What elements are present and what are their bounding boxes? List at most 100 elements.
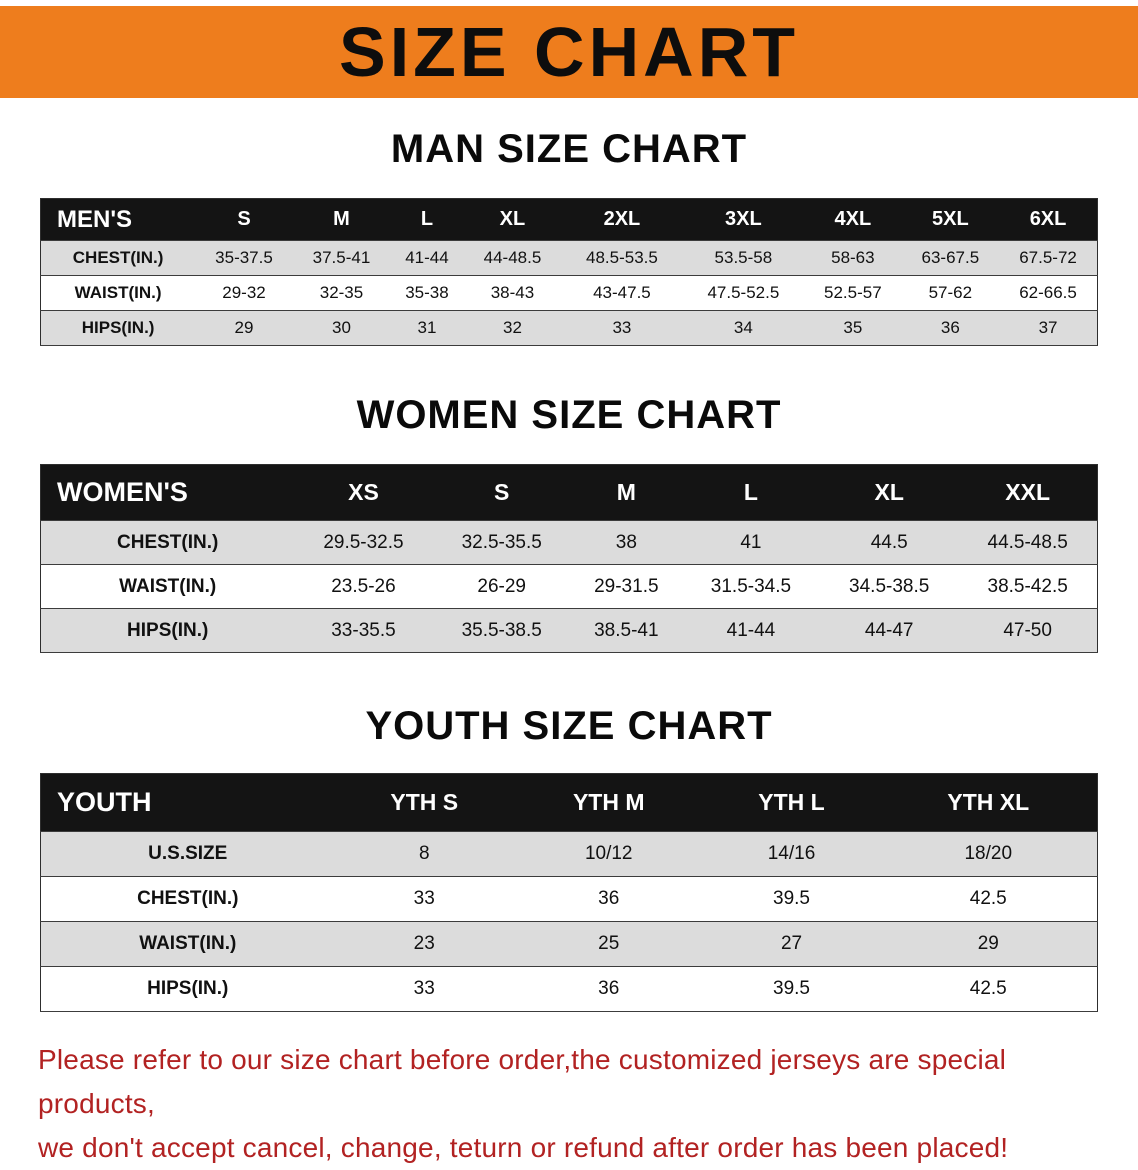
size-value-cell: 39.5 (703, 966, 880, 1012)
size-value-cell: 25 (513, 921, 704, 967)
size-value-cell: 48.5-53.5 (561, 240, 683, 276)
row-label: CHEST(IN.) (40, 520, 295, 565)
size-column-header: XS (294, 464, 433, 521)
size-value-cell: 38.5-42.5 (958, 564, 1098, 609)
size-value-cell: 37 (999, 310, 1098, 346)
size-value-cell: 42.5 (879, 966, 1098, 1012)
disclaimer-line-2: we don't accept cancel, change, teturn o… (38, 1132, 1009, 1163)
size-value-cell: 32.5-35.5 (432, 520, 571, 565)
size-value-cell: 14/16 (703, 831, 880, 877)
size-value-cell: 33-35.5 (294, 608, 433, 653)
size-column-header: YTH S (334, 773, 514, 832)
size-column-header: 2XL (561, 198, 683, 241)
row-label: HIPS(IN.) (40, 608, 295, 653)
size-column-header: 3XL (682, 198, 805, 241)
size-value-cell: 44-48.5 (463, 240, 562, 276)
header-row: YOUTH YTH S YTH M YTH L YTH XL (40, 773, 1098, 832)
size-value-cell: 41-44 (390, 240, 464, 276)
header-row: WOMEN'S XS S M L XL XXL (40, 464, 1098, 521)
size-value-cell: 58-63 (804, 240, 902, 276)
size-value-cell: 29-32 (195, 275, 293, 311)
size-value-cell: 36 (513, 876, 704, 922)
measurement-row: WAIST(IN.) 23 25 27 29 (40, 921, 1098, 967)
size-column-header: 5XL (901, 198, 1000, 241)
size-value-cell: 18/20 (879, 831, 1098, 877)
size-value-cell: 37.5-41 (292, 240, 391, 276)
size-column-header: XXL (958, 464, 1098, 521)
size-value-cell: 35 (804, 310, 902, 346)
row-label: CHEST(IN.) (40, 240, 196, 276)
size-value-cell: 63-67.5 (901, 240, 1000, 276)
size-value-cell: 31 (390, 310, 464, 346)
youth-size-section: YOUTH SIZE CHART YOUTH YTH S YTH M YTH L YTH… (0, 703, 1138, 1012)
size-value-cell: 62-66.5 (999, 275, 1098, 311)
size-column-header: 4XL (804, 198, 902, 241)
size-value-cell: 29-31.5 (570, 564, 682, 609)
row-label: WAIST(IN.) (40, 275, 196, 311)
table-corner-label: MEN'S (40, 198, 196, 241)
size-value-cell: 44.5-48.5 (958, 520, 1098, 565)
size-value-cell: 34 (682, 310, 805, 346)
measurement-row: HIPS(IN.) 29 30 31 32 33 34 35 36 37 (40, 310, 1098, 346)
measurement-row: WAIST(IN.) 23.5-26 26-29 29-31.5 31.5-34.5 34… (40, 564, 1098, 609)
size-value-cell: 52.5-57 (804, 275, 902, 311)
size-column-header: XL (820, 464, 959, 521)
size-column-header: M (292, 198, 391, 241)
size-value-cell: 39.5 (703, 876, 880, 922)
measurement-row: CHEST(IN.) 29.5-32.5 32.5-35.5 38 41 44.5 44.5… (40, 520, 1098, 565)
size-value-cell: 27 (703, 921, 880, 967)
size-value-cell: 42.5 (879, 876, 1098, 922)
size-column-header: YTH L (703, 773, 880, 832)
disclaimer-note: Please refer to our size chart before or… (38, 1038, 1100, 1170)
size-value-cell: 44.5 (820, 520, 959, 565)
header-row: MEN'S S M L XL 2XL 3XL 4XL 5XL 6XL (40, 198, 1098, 241)
size-value-cell: 47.5-52.5 (682, 275, 805, 311)
women-table-header: WOMEN'S XS S M L XL XXL (40, 464, 1098, 521)
size-value-cell: 67.5-72 (999, 240, 1098, 276)
size-value-cell: 41 (681, 520, 821, 565)
row-label: U.S.SIZE (40, 831, 335, 877)
size-value-cell: 33 (334, 876, 514, 922)
size-chart-banner: SIZE CHART (0, 6, 1138, 98)
size-value-cell: 41-44 (681, 608, 821, 653)
size-column-header: 6XL (999, 198, 1098, 241)
row-label: WAIST(IN.) (40, 564, 295, 609)
size-value-cell: 57-62 (901, 275, 1000, 311)
size-value-cell: 33 (334, 966, 514, 1012)
size-value-cell: 36 (513, 966, 704, 1012)
size-value-cell: 29.5-32.5 (294, 520, 433, 565)
size-value-cell: 23.5-26 (294, 564, 433, 609)
youth-table-header: YOUTH YTH S YTH M YTH L YTH XL (40, 773, 1098, 832)
size-value-cell: 32-35 (292, 275, 391, 311)
size-column-header: XL (463, 198, 562, 241)
size-column-header: L (681, 464, 821, 521)
size-value-cell: 36 (901, 310, 1000, 346)
men-section-heading: MAN SIZE CHART (390, 127, 748, 171)
size-value-cell: 29 (879, 921, 1098, 967)
youth-table-body: U.S.SIZE 8 10/12 14/16 18/20 CHEST(IN.) 33 36 39… (40, 831, 1098, 1012)
men-table-body: CHEST(IN.) 35-37.5 37.5-41 41-44 44-48.5 48.5… (40, 240, 1098, 346)
page-title: SIZE CHART (339, 13, 799, 91)
size-value-cell: 31.5-34.5 (681, 564, 821, 609)
measurement-row: HIPS(IN.) 33-35.5 35.5-38.5 38.5-41 41-44 44-… (40, 608, 1098, 653)
size-value-cell: 34.5-38.5 (820, 564, 959, 609)
size-value-cell: 43-47.5 (561, 275, 683, 311)
size-value-cell: 47-50 (958, 608, 1098, 653)
size-value-cell: 23 (334, 921, 514, 967)
size-column-header: M (570, 464, 682, 521)
size-column-header: S (195, 198, 293, 241)
row-label: HIPS(IN.) (40, 310, 196, 346)
women-table-body: CHEST(IN.) 29.5-32.5 32.5-35.5 38 41 44.5 44.5… (40, 520, 1098, 653)
women-size-table: WOMEN'S XS S M L XL XXL CHEST(IN.) 29.5-32.5 32.… (40, 464, 1098, 653)
youth-size-table: YOUTH YTH S YTH M YTH L YTH XL U.S.SIZE 8 10/1… (40, 773, 1098, 1012)
size-value-cell: 38 (570, 520, 682, 565)
size-value-cell: 10/12 (513, 831, 704, 877)
table-corner-label: WOMEN'S (40, 464, 295, 521)
size-column-header: L (390, 198, 464, 241)
size-value-cell: 35-37.5 (195, 240, 293, 276)
row-label: HIPS(IN.) (40, 966, 335, 1012)
measurement-row: CHEST(IN.) 33 36 39.5 42.5 (40, 876, 1098, 922)
measurement-row: U.S.SIZE 8 10/12 14/16 18/20 (40, 831, 1098, 877)
size-value-cell: 38.5-41 (570, 608, 682, 653)
measurement-row: HIPS(IN.) 33 36 39.5 42.5 (40, 966, 1098, 1012)
